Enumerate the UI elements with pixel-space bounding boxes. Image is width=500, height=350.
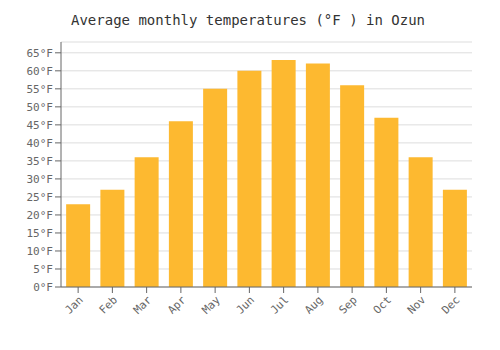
svg-text:May: May [200, 293, 224, 317]
svg-text:65°F: 65°F [27, 47, 54, 60]
svg-text:20°F: 20°F [27, 209, 54, 222]
svg-text:Mar: Mar [131, 293, 155, 317]
svg-text:10°F: 10°F [27, 245, 54, 258]
svg-text:Apr: Apr [165, 293, 189, 317]
svg-text:Sep: Sep [337, 293, 360, 316]
svg-text:5°F: 5°F [33, 263, 53, 276]
svg-text:50°F: 50°F [27, 101, 54, 114]
svg-text:15°F: 15°F [27, 227, 54, 240]
svg-text:Jul: Jul [268, 293, 291, 316]
svg-text:0°F: 0°F [33, 281, 53, 294]
svg-text:30°F: 30°F [27, 173, 54, 186]
svg-text:Nov: Nov [405, 293, 429, 317]
svg-text:Dec: Dec [439, 293, 462, 316]
svg-text:35°F: 35°F [27, 155, 54, 168]
svg-text:Jun: Jun [234, 293, 257, 316]
svg-text:Feb: Feb [97, 293, 120, 316]
svg-text:25°F: 25°F [27, 191, 54, 204]
svg-text:Aug: Aug [302, 293, 325, 316]
svg-text:40°F: 40°F [27, 137, 54, 150]
svg-text:60°F: 60°F [27, 65, 54, 78]
svg-text:Jan: Jan [63, 293, 86, 316]
html-text:Average monthly temperatures (: Average monthly temperatures (°F ) in Oz… [71, 12, 425, 28]
svg-text:45°F: 45°F [27, 119, 54, 132]
svg-text:Oct: Oct [371, 293, 394, 316]
svg-text:55°F: 55°F [27, 83, 54, 96]
